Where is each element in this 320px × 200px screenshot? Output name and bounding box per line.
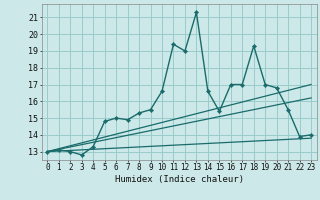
X-axis label: Humidex (Indice chaleur): Humidex (Indice chaleur) [115, 175, 244, 184]
